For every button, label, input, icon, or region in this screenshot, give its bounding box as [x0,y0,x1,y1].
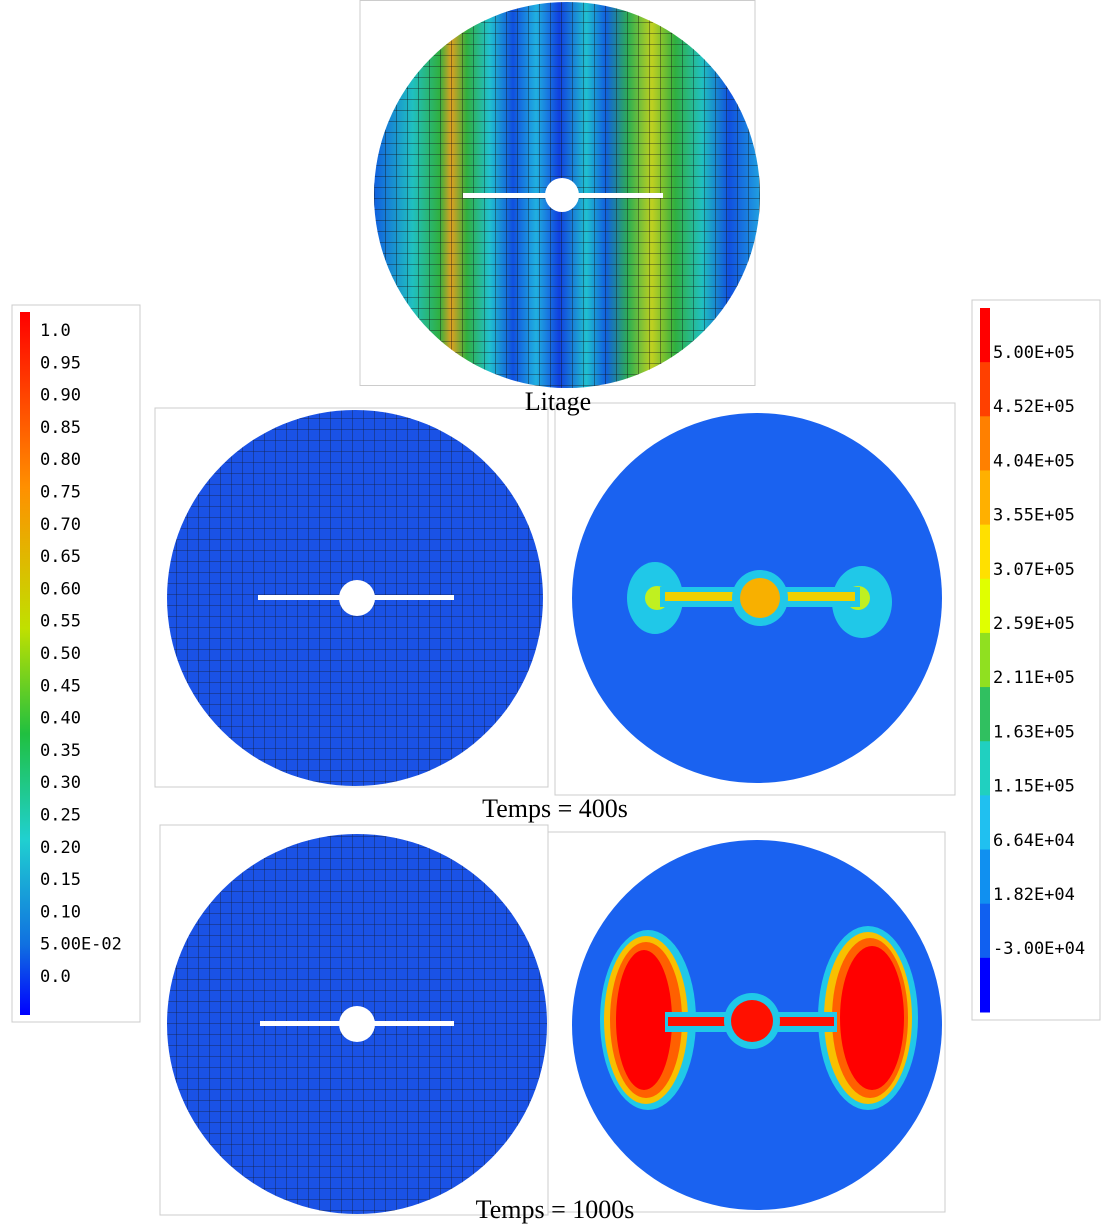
colorbar-segment [980,632,990,688]
colorbar-segment [980,362,990,417]
left-colorbar-label: 0.10 [40,902,81,922]
right-colorbar-label: -3.00E+04 [993,939,1085,959]
right-colorbar-label: 4.04E+05 [993,451,1075,471]
left-colorbar-label: 0.25 [40,806,81,826]
left-colorbar-label: 0.35 [40,741,81,761]
disk-litage [374,2,760,388]
left-colorbar [20,312,30,1015]
colorbar-segment [980,524,990,580]
right-colorbar-label: 6.64E+04 [993,831,1075,851]
right-colorbar-label: 1.82E+04 [993,885,1075,905]
colorbar-segment [980,416,990,471]
right-colorbar-label: 5.00E+05 [993,343,1075,363]
left-colorbar-label: 1.0 [40,321,71,341]
colorbar-segment [980,578,990,634]
left-colorbar-label: 0.40 [40,709,81,729]
right-colorbar-label: 4.52E+05 [993,397,1075,417]
colorbar-segment [980,741,990,796]
disk-1000-right [572,840,942,1210]
left-colorbar-label: 0.20 [40,838,81,858]
left-colorbar-label: 0.65 [40,547,81,567]
left-colorbar-label: 0.95 [40,353,81,373]
colorbar-segment [980,957,990,1013]
right-colorbar-label: 3.55E+05 [993,506,1075,526]
left-colorbar-label: 0.80 [40,450,81,470]
disk-400-left [167,410,543,786]
right-colorbar-label: 1.15E+05 [993,777,1075,797]
right-colorbar-label: 2.59E+05 [993,614,1075,634]
left-colorbar-label: 0.50 [40,644,81,664]
left-colorbar-label: 0.15 [40,870,81,890]
caption-bottom: Temps = 1000s [476,1195,635,1224]
left-colorbar-label: 0.60 [40,579,81,599]
right-colorbar-label: 3.07E+05 [993,560,1075,580]
caption-top: Litage [525,387,591,416]
left-colorbar-label: 0.30 [40,773,81,793]
disk-400-right [572,413,942,783]
disk-1000-left [167,834,547,1214]
right-colorbar-label: 1.63E+05 [993,722,1075,742]
left-colorbar-label: 0.90 [40,386,81,406]
left-colorbar-label: 0.75 [40,483,81,503]
left-colorbar-label: 0.0 [40,967,71,987]
right-colorbar-label: 2.11E+05 [993,668,1075,688]
colorbar-segment [980,687,990,742]
left-colorbar-label: 0.55 [40,612,81,632]
colorbar-segment [980,470,990,526]
left-colorbar-label: 0.45 [40,676,81,696]
caption-middle: Temps = 400s [482,794,628,823]
colorbar-segment [980,308,990,363]
colorbar-segment [980,903,990,959]
colorbar-segment [980,849,990,905]
left-colorbar-label: 0.70 [40,515,81,535]
colorbar-segment [980,795,990,851]
left-colorbar-label: 5.00E-02 [40,935,122,955]
left-colorbar-label: 0.85 [40,418,81,438]
right-colorbar [980,308,990,1013]
